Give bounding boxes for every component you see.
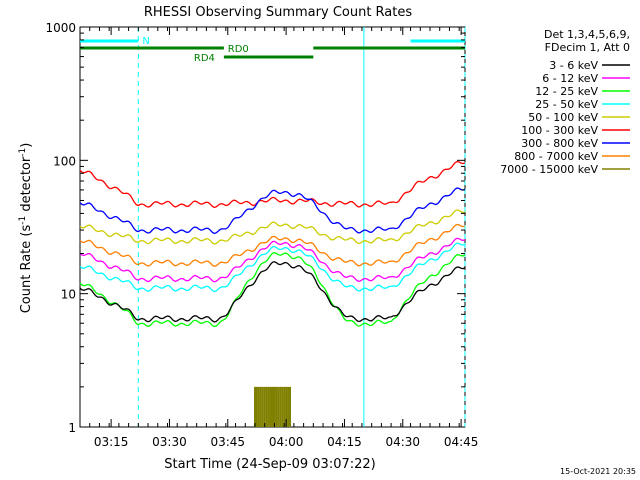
x-tick-label: 03:15 xyxy=(94,435,129,449)
legend-label: 6 - 12 keV xyxy=(542,72,598,85)
x-axis-label: Start Time (24-Sep-09 03:07:22) xyxy=(164,457,375,472)
legend-header-line-1: Det 1,3,4,5,6,9, xyxy=(544,28,630,41)
series-line xyxy=(79,223,466,267)
y-tick-label: 10 xyxy=(61,288,76,302)
y-axis-label-main: Count Rate (s xyxy=(19,225,34,314)
series-group xyxy=(79,160,466,427)
x-tick-label: 04:30 xyxy=(385,435,420,449)
legend-label: 50 - 100 keV xyxy=(528,111,598,124)
legend-label: 25 - 50 keV xyxy=(535,98,598,111)
series-line xyxy=(79,261,466,323)
rd4-label: RD4 xyxy=(194,53,215,64)
series-line xyxy=(79,187,466,235)
y-tick-label: 1 xyxy=(68,421,76,435)
legend-label: 800 - 7000 keV xyxy=(514,150,598,163)
x-axis-ticks: 03:15 03:30 03:45 04:00 04:15 04:30 04:45 xyxy=(79,27,479,449)
legend-label: 3 - 6 keV xyxy=(549,59,598,72)
series-line xyxy=(79,160,466,209)
y-tick-label: 100 xyxy=(53,154,76,168)
series-line xyxy=(79,242,466,293)
attenuator-bar-label: N xyxy=(142,36,149,47)
legend-header-line-2: FDecim 1, Att 0 xyxy=(545,41,630,54)
x-tick-label: 03:45 xyxy=(210,435,245,449)
y-tick-label: 1000 xyxy=(45,21,76,35)
vertical-markers xyxy=(137,27,466,427)
legend-label: 12 - 25 keV xyxy=(535,85,598,98)
plot-frame xyxy=(79,26,466,428)
y-axis-label-sup1: -1 xyxy=(18,216,28,225)
x-tick-label: 03:30 xyxy=(152,435,187,449)
series-line xyxy=(79,209,466,245)
y-axis-label-sup2: -1 xyxy=(18,148,28,157)
x-tick-label: 04:00 xyxy=(269,435,304,449)
x-tick-label: 04:15 xyxy=(327,435,362,449)
y-axis-label-end: ) xyxy=(19,143,34,148)
rd0-label: RD0 xyxy=(228,44,249,55)
y-axis-ticks: 1 10 100 1000 xyxy=(45,21,465,435)
annotation-bars: N RD0 RD4 xyxy=(80,36,465,64)
chart-title: RHESSI Observing Summary Count Rates xyxy=(144,5,413,20)
series-line xyxy=(79,237,466,283)
y-axis-label-mid: detector xyxy=(19,156,34,216)
x-tick-label: 04:45 xyxy=(444,435,479,449)
footer-timestamp: 15-Oct-2021 20:35 xyxy=(560,467,636,476)
legend-label: 100 - 300 keV xyxy=(521,124,598,137)
legend-header: Det 1,3,4,5,6,9, FDecim 1, Att 0 xyxy=(544,28,630,54)
legend-label: 7000 - 15000 keV xyxy=(500,163,598,176)
legend-label: 300 - 800 keV xyxy=(521,137,598,150)
y-axis-label: Count Rate (s-1 detector-1) xyxy=(18,143,34,314)
